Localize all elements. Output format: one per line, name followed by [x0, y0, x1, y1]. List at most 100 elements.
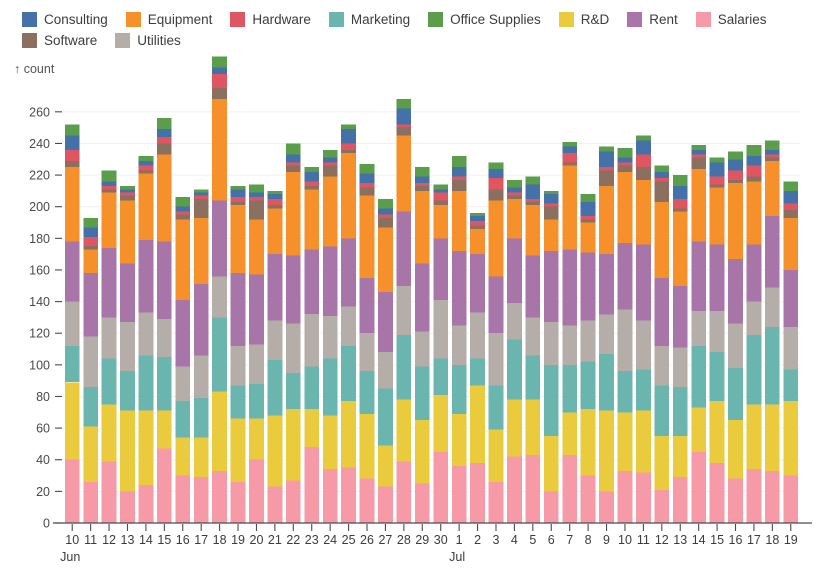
bar-segment-rent[interactable]	[322, 246, 338, 316]
bar-segment-software[interactable]	[433, 200, 449, 206]
bar-segment-hardware[interactable]	[783, 203, 799, 210]
bar-segment-consulting[interactable]	[341, 129, 356, 144]
bar-column[interactable]	[470, 213, 485, 523]
bar-column[interactable]	[728, 151, 743, 523]
bar-segment-office-supplies[interactable]	[709, 157, 725, 163]
bar-segment-salaries[interactable]	[691, 451, 707, 523]
bar-segment-r-d[interactable]	[746, 404, 762, 470]
bar-segment-software[interactable]	[525, 201, 541, 206]
bar-segment-utilities[interactable]	[764, 287, 780, 327]
bar-segment-marketing[interactable]	[543, 364, 559, 437]
bar-segment-rent[interactable]	[691, 241, 707, 312]
bar-segment-marketing[interactable]	[562, 364, 578, 413]
bar-segment-marketing[interactable]	[193, 398, 209, 438]
bar-segment-utilities[interactable]	[285, 323, 301, 373]
bar-segment-salaries[interactable]	[470, 462, 485, 523]
bar-column[interactable]	[654, 165, 670, 523]
bar-segment-hardware[interactable]	[488, 178, 504, 190]
bar-segment-utilities[interactable]	[525, 317, 541, 356]
bar-segment-software[interactable]	[83, 246, 99, 250]
bar-segment-r-d[interactable]	[193, 437, 209, 478]
bar-segment-office-supplies[interactable]	[212, 56, 227, 68]
bar-column[interactable]	[101, 170, 117, 523]
bar-segment-salaries[interactable]	[101, 461, 117, 523]
bar-segment-consulting[interactable]	[543, 194, 559, 204]
bar-segment-marketing[interactable]	[120, 371, 135, 411]
bar-segment-consulting[interactable]	[488, 168, 504, 179]
bar-segment-utilities[interactable]	[414, 331, 430, 367]
bar-segment-salaries[interactable]	[525, 455, 541, 523]
bar-segment-rent[interactable]	[193, 284, 209, 356]
bar-segment-r-d[interactable]	[212, 391, 227, 471]
bar-segment-hardware[interactable]	[451, 176, 467, 180]
bar-segment-equipment[interactable]	[728, 182, 743, 259]
bar-column[interactable]	[414, 167, 430, 523]
bar-segment-equipment[interactable]	[562, 165, 578, 250]
legend-item-hardware[interactable]: Hardware	[230, 12, 311, 27]
bar-segment-consulting[interactable]	[396, 108, 412, 125]
bar-segment-equipment[interactable]	[249, 219, 264, 275]
legend-item-salaries[interactable]: Salaries	[695, 12, 767, 27]
bar-segment-consulting[interactable]	[709, 162, 725, 177]
bar-segment-consulting[interactable]	[138, 160, 154, 166]
bar-segment-consulting[interactable]	[580, 201, 596, 217]
bar-column[interactable]	[83, 217, 99, 523]
bar-segment-salaries[interactable]	[764, 470, 780, 523]
bar-segment-hardware[interactable]	[728, 170, 743, 180]
bar-segment-marketing[interactable]	[341, 345, 356, 402]
bar-segment-software[interactable]	[562, 162, 578, 166]
bar-segment-hardware[interactable]	[746, 165, 762, 177]
bar-segment-marketing[interactable]	[617, 371, 633, 413]
bar-segment-equipment[interactable]	[636, 179, 651, 245]
bar-segment-equipment[interactable]	[451, 190, 467, 251]
bar-segment-office-supplies[interactable]	[83, 217, 99, 228]
bar-segment-hardware[interactable]	[507, 192, 522, 196]
bar-segment-marketing[interactable]	[709, 352, 725, 402]
bar-column[interactable]	[764, 140, 780, 523]
bar-segment-office-supplies[interactable]	[654, 165, 670, 172]
bar-segment-marketing[interactable]	[249, 383, 264, 419]
bar-segment-consulting[interactable]	[212, 67, 227, 74]
bar-segment-hardware[interactable]	[764, 154, 780, 158]
bar-segment-salaries[interactable]	[304, 447, 320, 523]
bar-segment-equipment[interactable]	[488, 200, 504, 277]
bar-segment-utilities[interactable]	[396, 285, 412, 335]
bar-segment-marketing[interactable]	[359, 371, 375, 414]
bar-segment-consulting[interactable]	[64, 135, 80, 150]
bar-segment-rent[interactable]	[709, 244, 725, 312]
bar-segment-equipment[interactable]	[120, 200, 135, 264]
bar-segment-hardware[interactable]	[378, 214, 393, 218]
bar-segment-software[interactable]	[359, 187, 375, 196]
bar-segment-utilities[interactable]	[156, 318, 172, 357]
bar-segment-rent[interactable]	[101, 247, 117, 318]
bar-segment-r-d[interactable]	[709, 401, 725, 463]
bar-segment-office-supplies[interactable]	[341, 124, 356, 130]
bar-segment-utilities[interactable]	[230, 345, 246, 386]
bar-segment-hardware[interactable]	[156, 137, 172, 144]
bar-segment-software[interactable]	[414, 186, 430, 191]
bar-segment-utilities[interactable]	[746, 301, 762, 335]
bar-segment-hardware[interactable]	[322, 162, 338, 166]
bar-segment-hardware[interactable]	[433, 192, 449, 201]
bar-segment-r-d[interactable]	[470, 385, 485, 463]
bar-segment-equipment[interactable]	[525, 205, 541, 256]
bar-segment-equipment[interactable]	[341, 152, 356, 239]
bar-column[interactable]	[64, 124, 80, 523]
bar-segment-software[interactable]	[175, 214, 191, 220]
bar-segment-rent[interactable]	[433, 238, 449, 301]
bar-segment-hardware[interactable]	[120, 192, 135, 196]
bar-segment-marketing[interactable]	[138, 355, 154, 411]
bar-segment-rent[interactable]	[175, 300, 191, 367]
bar-column[interactable]	[230, 186, 246, 523]
bar-segment-rent[interactable]	[414, 263, 430, 332]
bar-segment-office-supplies[interactable]	[433, 184, 449, 190]
bar-segment-software[interactable]	[378, 217, 393, 228]
bar-segment-equipment[interactable]	[193, 217, 209, 285]
bar-segment-salaries[interactable]	[396, 461, 412, 523]
bar-segment-r-d[interactable]	[267, 415, 283, 487]
bar-segment-hardware[interactable]	[562, 152, 578, 163]
bar-segment-r-d[interactable]	[230, 418, 246, 482]
bar-segment-rent[interactable]	[285, 255, 301, 324]
bar-segment-salaries[interactable]	[64, 459, 80, 523]
bar-segment-equipment[interactable]	[267, 208, 283, 255]
